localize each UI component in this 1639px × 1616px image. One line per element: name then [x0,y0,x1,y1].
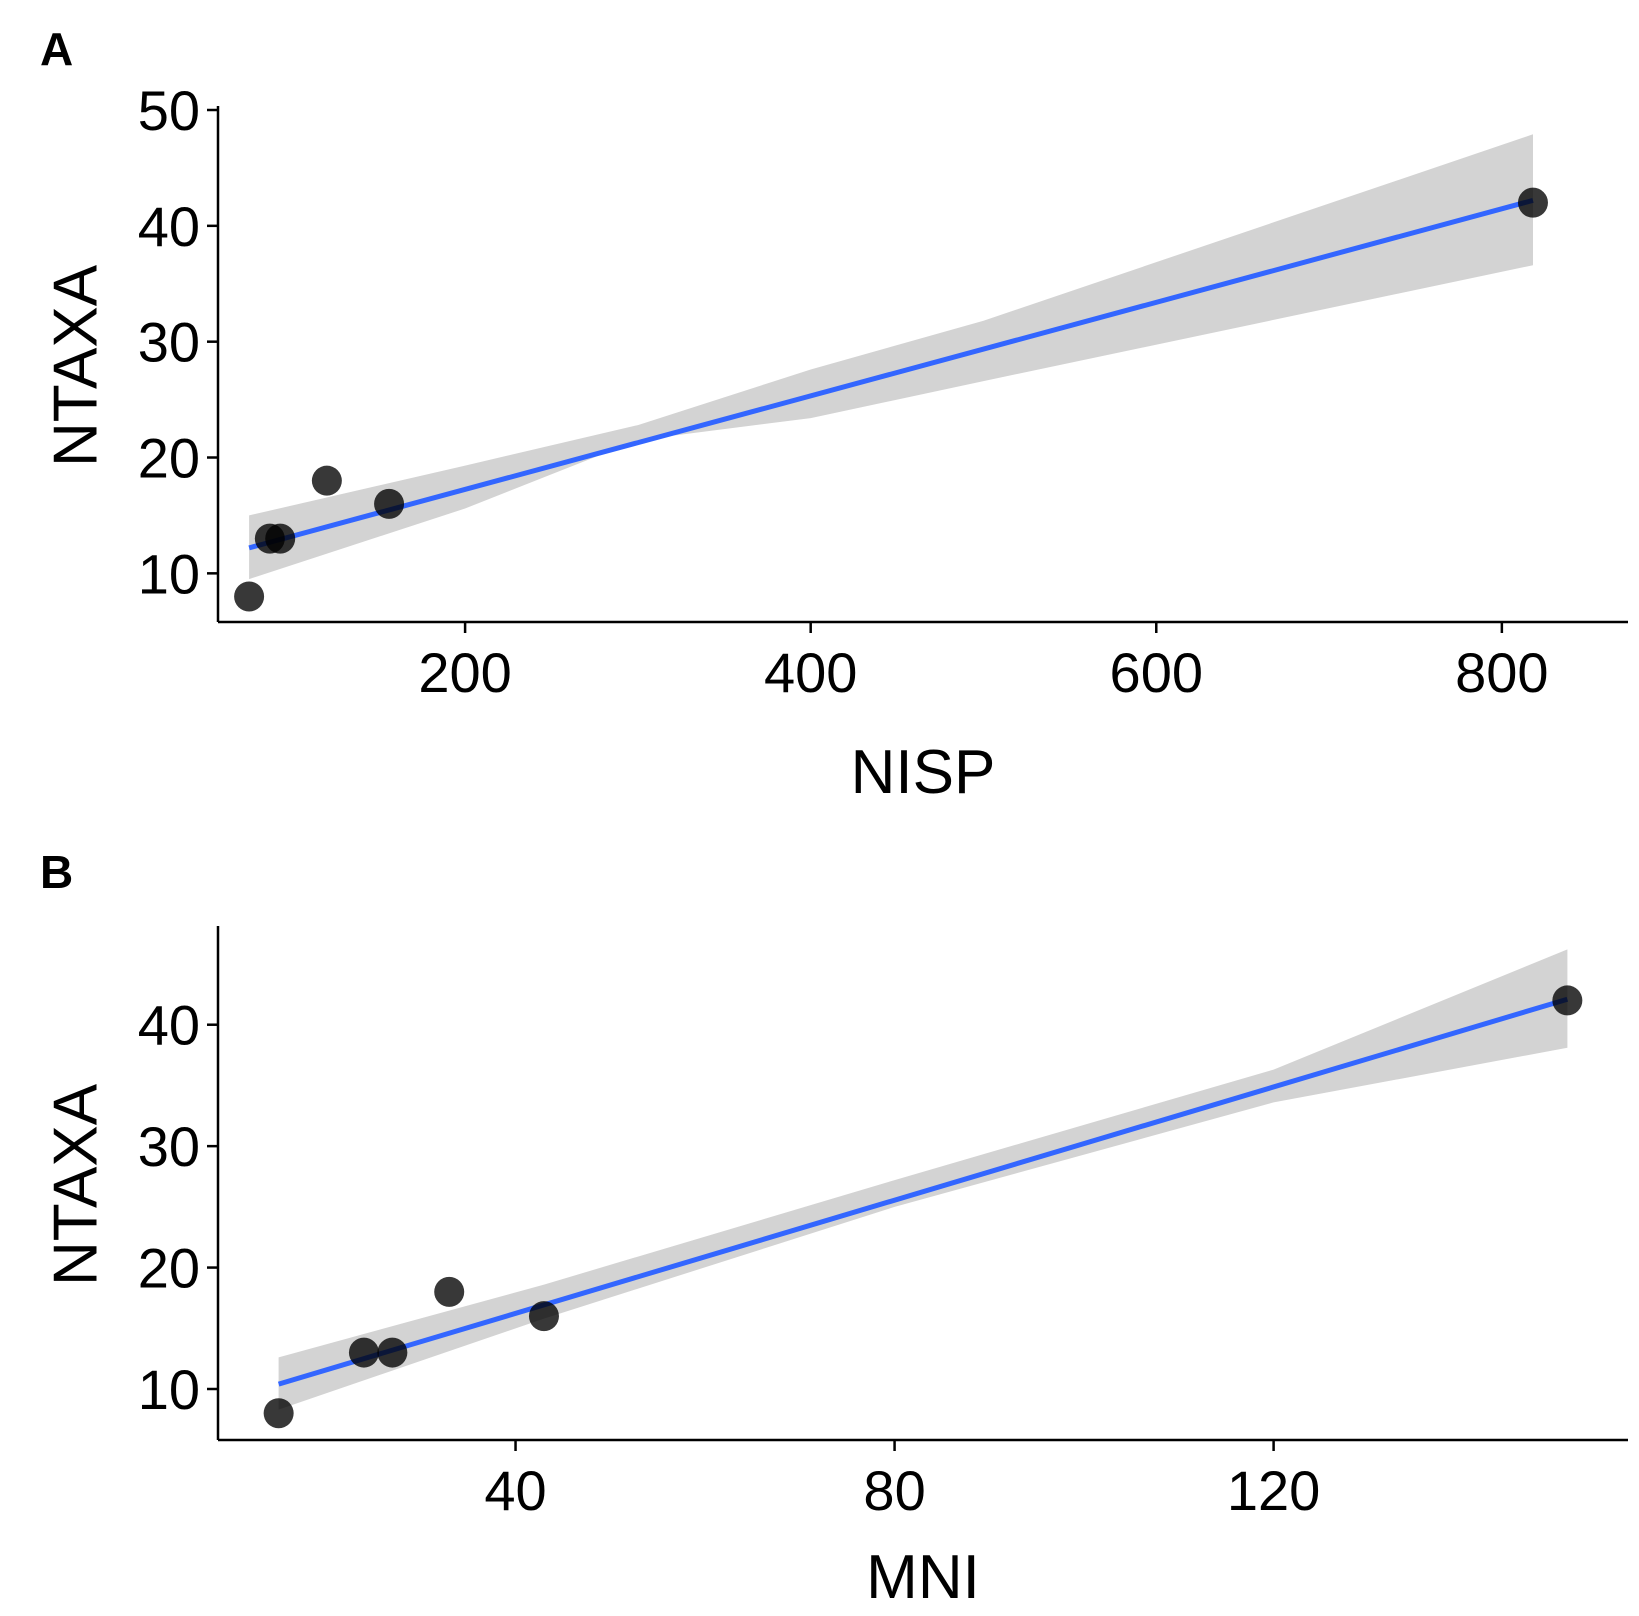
panel-b-point-3 [377,1337,408,1368]
panel-b-x-tick-label-40: 40 [484,1459,546,1522]
panel-a-x-tick-label-800: 800 [1455,641,1548,704]
panel-b-point-4 [434,1276,465,1307]
panel-b-point-1 [263,1398,294,1429]
panel-a-x-axis-title: NISP [851,738,996,807]
panel-b-x-tick-label-120: 120 [1227,1459,1320,1522]
panel-a-point-5 [374,488,405,519]
panel-b-y-tick-label-10: 10 [138,1358,200,1421]
panel-a-point-3 [265,523,296,554]
panel-a-x-tick-label-400: 400 [764,641,857,704]
panel-a-y-tick-label-50: 50 [138,79,200,142]
panel-b: B 10 20 30 40 40 80 120 MNI NTAXA [40,846,1628,1612]
panel-a-confidence-band [249,134,1534,580]
panel-b-point-5 [528,1301,559,1332]
panel-b-y-tick-label-30: 30 [138,1115,200,1178]
panel-a-tag: A [40,23,73,75]
panel-a-x-tick-label-600: 600 [1110,641,1203,704]
panel-a-y-axis-title: NTAXA [42,264,111,467]
panel-b-regression-line [277,996,1569,1387]
panel-a: A 10 20 30 40 50 200 400 600 800 NISP NTAXA [40,23,1628,807]
panel-a-y-tick-label-40: 40 [138,195,200,258]
panel-b-y-tick-label-20: 20 [138,1237,200,1300]
panel-a-regression-line [248,197,1534,551]
panel-b-tag: B [40,846,73,898]
panel-b-confidence-band [278,949,1568,1410]
panel-b-x-tick-label-80: 80 [863,1459,925,1522]
panel-b-x-axis-title: MNI [866,1543,980,1611]
panel-b-y-tick-label-40: 40 [138,994,200,1057]
panel-a-y-tick-label-20: 20 [138,427,200,490]
panel-b-y-axis-title: NTAXA [42,1083,111,1286]
panel-a-y-tick-label-30: 30 [138,311,200,374]
panel-a-x-tick-label-200: 200 [418,641,511,704]
panel-b-point-6 [1552,985,1583,1016]
panel-a-point-1 [234,581,265,612]
panel-a-point-6 [1517,187,1548,218]
panel-b-point-2 [348,1337,379,1368]
panel-a-point-4 [311,465,342,496]
panel-a-y-tick-label-10: 10 [138,542,200,605]
